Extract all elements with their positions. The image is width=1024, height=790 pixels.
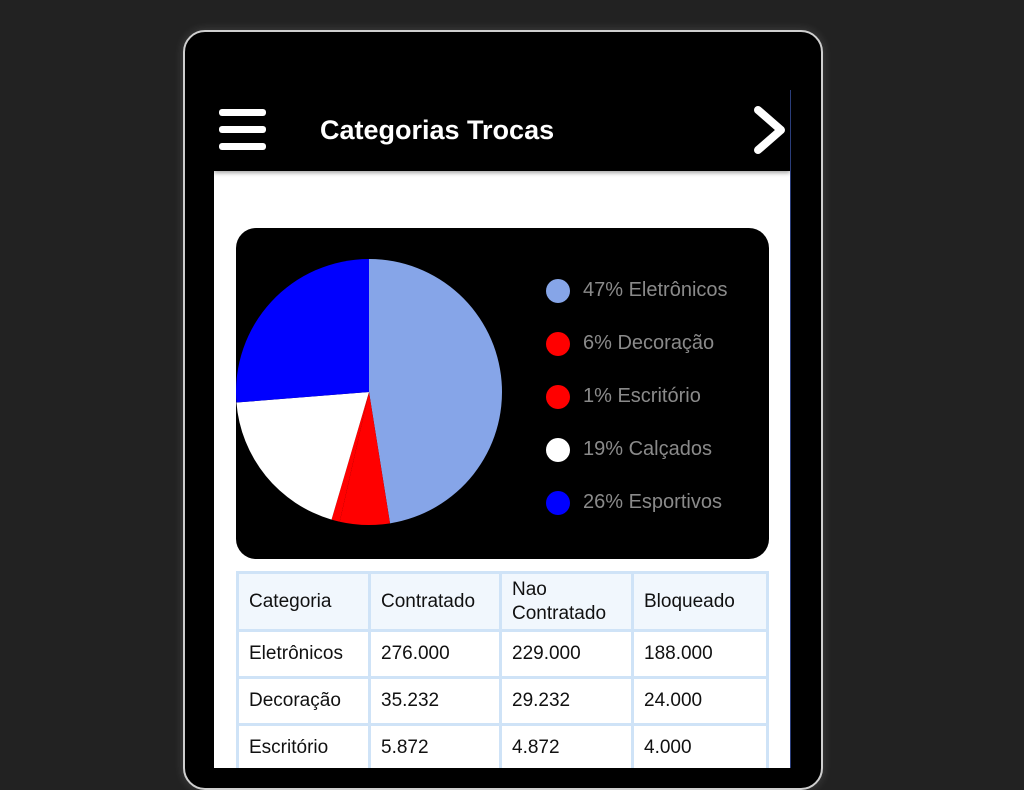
chart-card: 47% Eletrônicos 6% Decoração 1% Escritório…: [236, 228, 769, 559]
table-row: Decoração 35.232 29.232 24.000: [236, 676, 769, 726]
table-cell: Eletrônicos: [236, 629, 371, 679]
table-header-row: Categoria Contratado Nao Contratado Bloq…: [236, 571, 769, 632]
legend-color-dot: [546, 491, 570, 515]
table-cell: 188.000: [631, 629, 769, 679]
column-header-bloqueado: Bloqueado: [631, 571, 769, 632]
table-cell: 4.000: [631, 723, 769, 768]
table-cell: 4.872: [499, 723, 634, 768]
column-header-contratado: Contratado: [368, 571, 502, 632]
table-cell: 29.232: [499, 676, 634, 726]
app-screen: Categorias Trocas 47% Eletrônicos 6% Deco…: [214, 90, 791, 768]
legend-label: 1% Escritório: [583, 385, 701, 407]
chart-legend: 47% Eletrônicos 6% Decoração 1% Escritório…: [546, 271, 766, 536]
table-cell: 35.232: [368, 676, 502, 726]
table-cell: 5.872: [368, 723, 502, 768]
legend-color-dot: [546, 385, 570, 409]
pie-slice-escritório: [331, 392, 369, 522]
pie-slice-calçados: [236, 392, 369, 520]
legend-label: 19% Calçados: [583, 438, 712, 460]
legend-item: 1% Escritório: [546, 377, 766, 430]
legend-item: 19% Calçados: [546, 430, 766, 483]
pie-chart: [236, 259, 502, 525]
column-header-categoria: Categoria: [236, 571, 371, 632]
table-cell: Escritório: [236, 723, 371, 768]
table-cell: 276.000: [368, 629, 502, 679]
page-title: Categorias Trocas: [320, 115, 555, 145]
pie-slice-eletrônicos: [369, 259, 502, 524]
app-bar: Categorias Trocas: [214, 90, 790, 171]
legend-label: 26% Esportivos: [583, 491, 722, 513]
legend-color-dot: [546, 438, 570, 462]
legend-item: 26% Esportivos: [546, 483, 766, 536]
table-cell: Decoração: [236, 676, 371, 726]
table-cell: 229.000: [499, 629, 634, 679]
table-cell: 24.000: [631, 676, 769, 726]
pie-slice-esportivos: [236, 259, 369, 403]
column-header-nao-contratado: Nao Contratado: [499, 571, 634, 632]
table-row: Eletrônicos 276.000 229.000 188.000: [236, 629, 769, 679]
category-table-container: Categoria Contratado Nao Contratado Bloq…: [236, 571, 769, 768]
legend-label: 6% Decoração: [583, 332, 715, 354]
legend-color-dot: [546, 279, 570, 303]
category-table: Categoria Contratado Nao Contratado Bloq…: [236, 571, 769, 768]
hamburger-menu-icon[interactable]: [219, 109, 267, 151]
legend-item: 6% Decoração: [546, 324, 766, 377]
legend-item: 47% Eletrônicos: [546, 271, 766, 324]
pie-slice-decoração: [339, 392, 391, 525]
table-row: Escritório 5.872 4.872 4.000: [236, 723, 769, 768]
legend-color-dot: [546, 332, 570, 356]
legend-label: 47% Eletrônicos: [583, 279, 728, 301]
chevron-right-icon[interactable]: [750, 104, 790, 154]
